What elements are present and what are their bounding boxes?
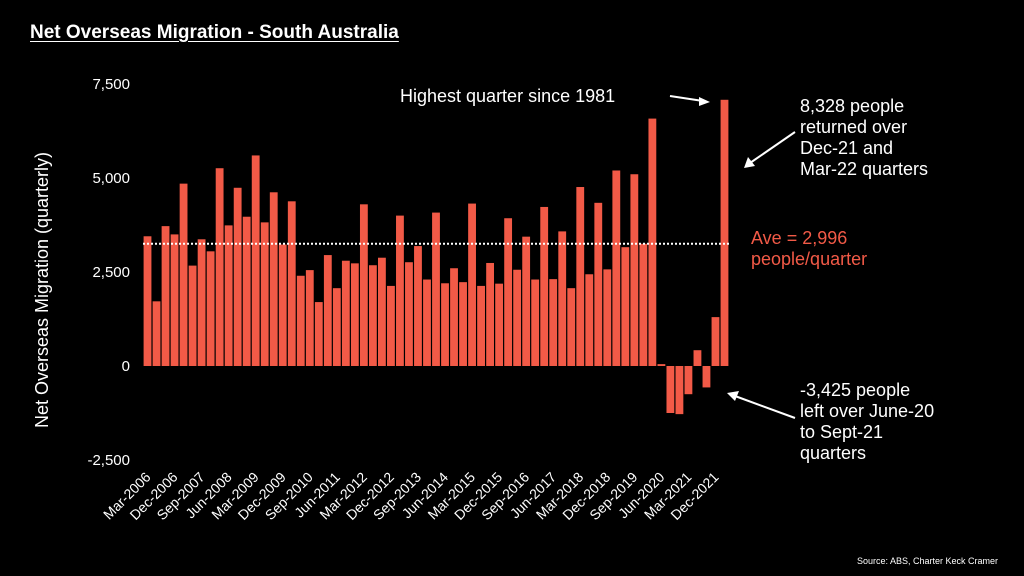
bar bbox=[504, 218, 513, 366]
source-note: Source: ABS, Charter Keck Cramer bbox=[856, 556, 998, 566]
bar bbox=[278, 244, 287, 366]
annotation-returned: 8,328 people returned over Dec-21 and Ma… bbox=[800, 96, 929, 179]
bar bbox=[567, 288, 576, 366]
bar bbox=[468, 203, 476, 366]
bar bbox=[368, 265, 377, 366]
bar bbox=[314, 302, 323, 366]
bar bbox=[522, 236, 531, 366]
y-tick-label: 5,000 bbox=[92, 170, 130, 187]
annotation-arrows bbox=[669, 95, 796, 419]
x-axis: Mar-2006Dec-2006Sep-2007Jun-2008Mar-2009… bbox=[100, 469, 722, 523]
arrow-left bbox=[734, 395, 796, 419]
bar bbox=[242, 216, 251, 366]
arrow-returned bbox=[749, 131, 796, 164]
bar bbox=[549, 279, 558, 366]
bar bbox=[143, 236, 152, 366]
bar bbox=[486, 262, 494, 366]
annotation-average: Ave = 2,996 people/quarter bbox=[751, 228, 868, 269]
bar bbox=[206, 251, 215, 366]
bar bbox=[558, 231, 567, 366]
bar bbox=[477, 285, 485, 366]
bar bbox=[179, 183, 188, 366]
bar bbox=[540, 206, 549, 366]
bar bbox=[450, 268, 458, 366]
bar bbox=[621, 247, 630, 366]
bar bbox=[612, 170, 621, 366]
arrow-highest-head bbox=[699, 97, 710, 106]
arrow-returned-head bbox=[744, 157, 755, 168]
bar bbox=[684, 366, 693, 395]
annotation-highest-quarter: Highest quarter since 1981 bbox=[400, 86, 616, 106]
y-tick-label: -2,500 bbox=[87, 452, 130, 469]
bar bbox=[387, 285, 395, 366]
bar bbox=[332, 288, 341, 366]
bar bbox=[531, 279, 540, 366]
bar bbox=[711, 317, 720, 366]
bar bbox=[251, 155, 260, 366]
bar bbox=[603, 269, 612, 366]
bar bbox=[459, 282, 467, 366]
y-tick-label: 7,500 bbox=[92, 76, 130, 93]
bar bbox=[215, 168, 224, 366]
bar bbox=[414, 246, 422, 366]
bar bbox=[693, 350, 702, 366]
bar bbox=[432, 212, 440, 366]
bar bbox=[341, 260, 350, 366]
bar bbox=[576, 187, 585, 366]
bar bbox=[720, 99, 729, 366]
bar bbox=[441, 283, 449, 366]
y-tick-label: 2,500 bbox=[92, 264, 130, 281]
bar bbox=[666, 366, 675, 413]
bar bbox=[305, 270, 314, 366]
bar bbox=[630, 174, 639, 366]
bar bbox=[378, 257, 386, 366]
bar bbox=[152, 301, 161, 366]
bar bbox=[396, 215, 404, 366]
bar bbox=[702, 366, 711, 388]
bar bbox=[350, 263, 359, 366]
arrow-highest bbox=[669, 95, 704, 102]
bar bbox=[359, 204, 368, 366]
bar bbox=[269, 192, 278, 366]
y-axis-label: Net Overseas Migration (quarterly) bbox=[32, 152, 52, 428]
bar bbox=[170, 234, 179, 366]
y-axis: -2,500 0 2,500 5,000 7,500 bbox=[87, 76, 130, 469]
annotation-left: -3,425 people left over June-20 to Sept-… bbox=[800, 380, 935, 463]
bar bbox=[594, 202, 603, 366]
bar bbox=[296, 275, 305, 366]
bar bbox=[639, 243, 648, 366]
bar bbox=[513, 269, 522, 366]
bar bbox=[197, 239, 206, 366]
y-tick-label: 0 bbox=[122, 358, 130, 375]
bar bbox=[323, 255, 332, 366]
bar bbox=[495, 283, 504, 366]
bar bbox=[585, 274, 594, 366]
bar bbox=[675, 366, 684, 415]
bar bbox=[161, 226, 170, 366]
bar bbox=[260, 222, 269, 366]
bar bbox=[657, 364, 666, 366]
bar bbox=[188, 265, 197, 366]
bar bbox=[233, 187, 242, 366]
chart-title: Net Overseas Migration - South Australia bbox=[30, 22, 399, 43]
bar bbox=[287, 201, 296, 366]
bar bbox=[405, 262, 413, 366]
bar bbox=[648, 118, 657, 366]
bar bbox=[423, 279, 431, 366]
arrow-left-head bbox=[727, 391, 739, 401]
bars bbox=[143, 99, 729, 415]
bar bbox=[224, 225, 233, 366]
